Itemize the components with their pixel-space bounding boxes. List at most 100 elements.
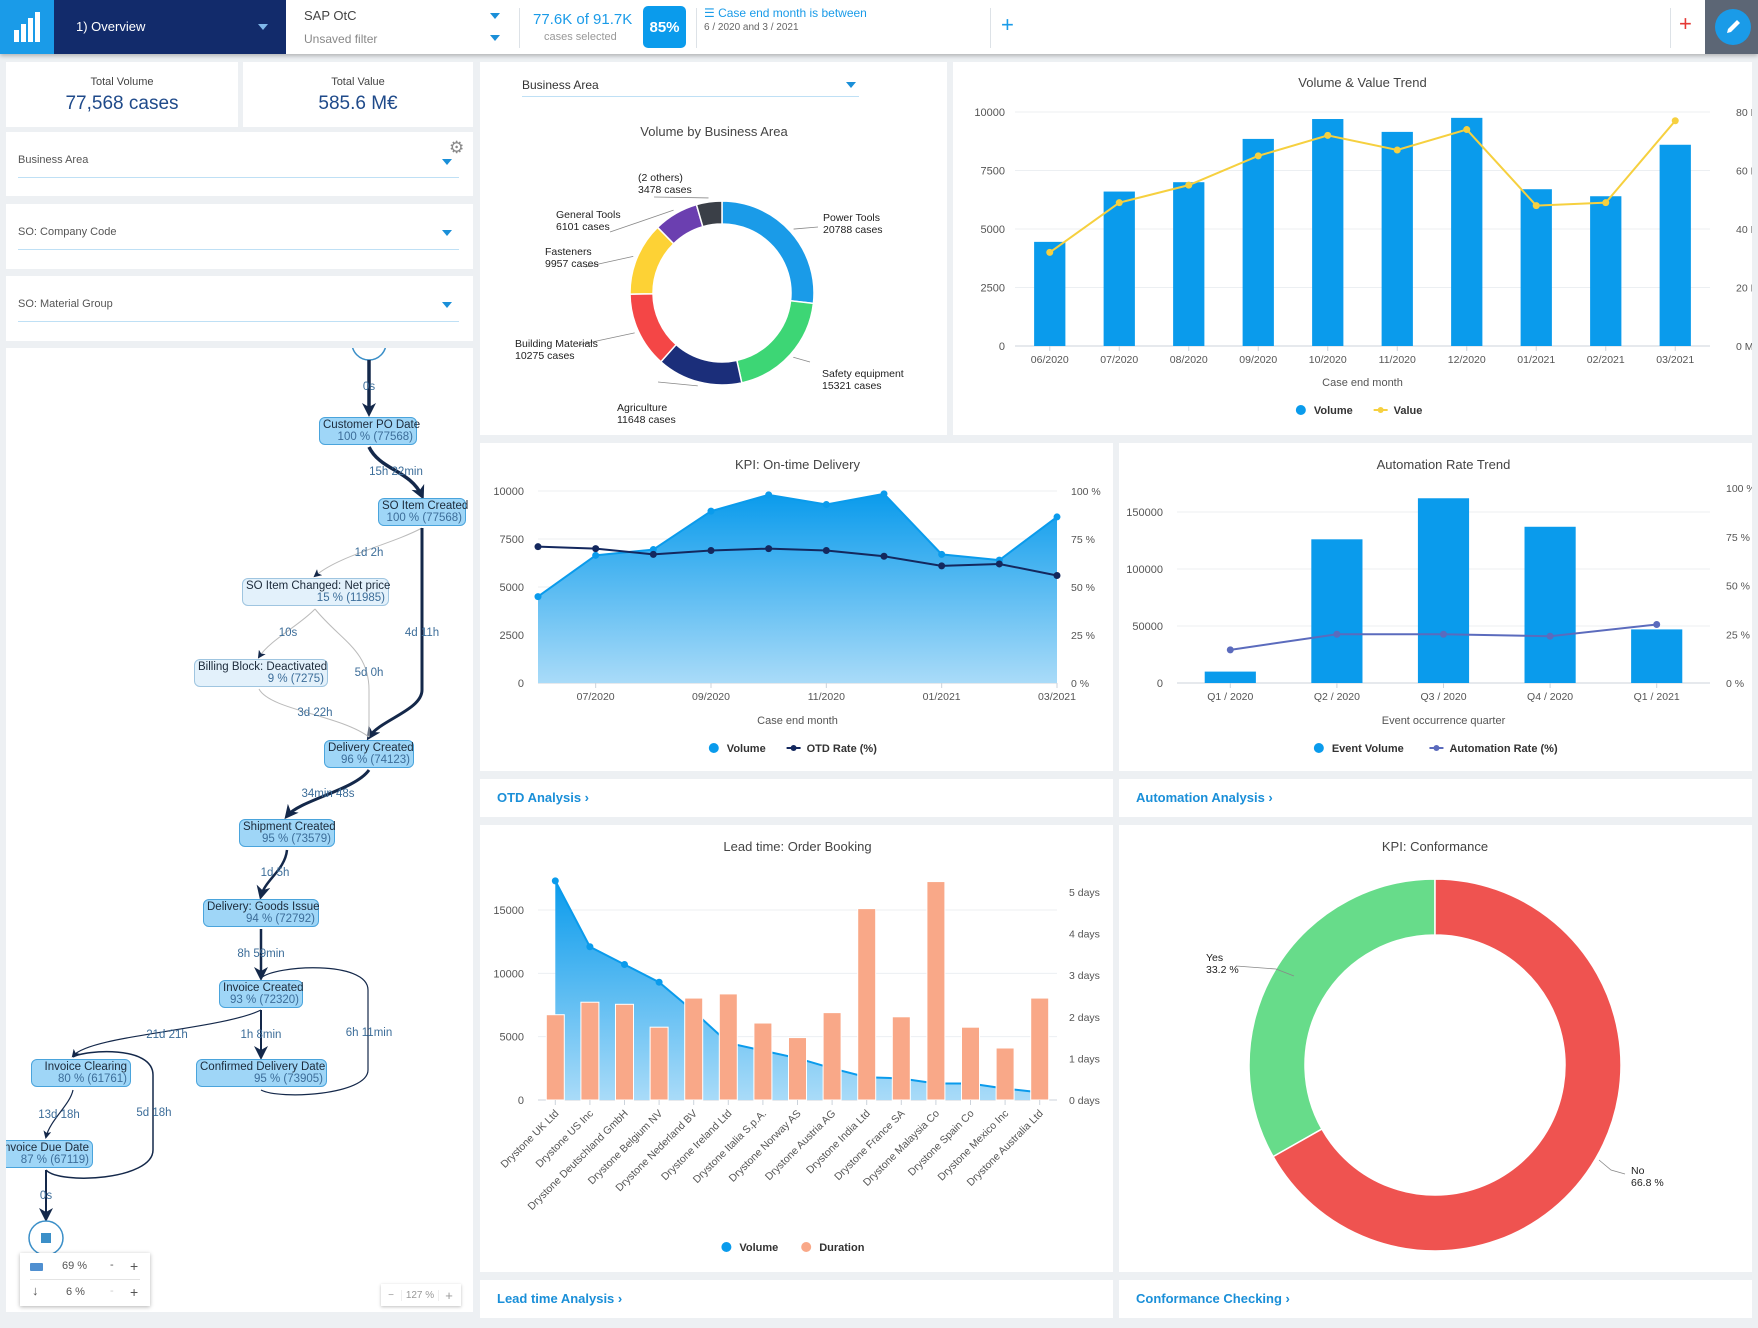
bar[interactable] bbox=[995, 1047, 1015, 1101]
bar[interactable] bbox=[822, 1012, 842, 1101]
data-point[interactable] bbox=[707, 507, 715, 515]
automation-analysis-link[interactable]: Automation Analysis › bbox=[1136, 790, 1273, 805]
bar[interactable] bbox=[615, 1003, 634, 1101]
process-node[interactable]: Invoice Clearing 80 % (61761) bbox=[31, 1059, 131, 1087]
data-point[interactable] bbox=[1115, 199, 1123, 207]
filter-material-group[interactable]: SO: Material Group bbox=[6, 276, 473, 341]
data-point[interactable] bbox=[649, 550, 657, 558]
data-point[interactable] bbox=[586, 943, 594, 951]
filter-set-selector[interactable]: Unsaved filter bbox=[304, 32, 378, 46]
business-area-dropdown[interactable]: Business Area bbox=[522, 78, 599, 92]
add-filter-button[interactable]: + bbox=[1001, 12, 1014, 37]
bar[interactable] bbox=[545, 1014, 565, 1101]
data-point[interactable] bbox=[1440, 630, 1447, 638]
donut-slice[interactable] bbox=[1272, 878, 1622, 1252]
bar[interactable] bbox=[753, 1022, 773, 1101]
edge[interactable] bbox=[260, 967, 369, 1096]
process-node[interactable]: Confirmed Delivery Date 95 % (73905) bbox=[196, 1059, 327, 1087]
legend-item[interactable]: Volume bbox=[721, 1242, 778, 1254]
data-point[interactable] bbox=[707, 547, 715, 555]
data-point[interactable] bbox=[1046, 248, 1054, 256]
data-point[interactable] bbox=[1333, 630, 1341, 638]
process-node[interactable]: SO Item Changed: Net price 15 % (11985) bbox=[242, 578, 390, 606]
bar[interactable] bbox=[926, 881, 946, 1101]
data-point[interactable] bbox=[1546, 632, 1554, 640]
process-map[interactable]: Customer PO Date 100 % (77568) SO Item Cre… bbox=[6, 348, 473, 1312]
bar[interactable] bbox=[1659, 144, 1691, 346]
data-point[interactable] bbox=[1324, 131, 1332, 139]
process-node[interactable]: Shipment Created 95 % (73579) bbox=[239, 819, 336, 847]
edge[interactable] bbox=[284, 769, 371, 820]
bar[interactable] bbox=[961, 1026, 980, 1101]
data-point[interactable] bbox=[1532, 202, 1540, 210]
bar[interactable] bbox=[1173, 182, 1205, 346]
data-model-selector[interactable]: SAP OtC bbox=[304, 8, 357, 23]
bar[interactable] bbox=[891, 1016, 911, 1101]
app-logo-icon[interactable] bbox=[0, 0, 54, 54]
data-point[interactable] bbox=[551, 877, 559, 885]
chevron-down-icon[interactable] bbox=[490, 13, 500, 19]
connections-minus-button[interactable]: - bbox=[110, 1285, 114, 1297]
data-point[interactable] bbox=[1053, 513, 1061, 521]
bar[interactable] bbox=[1242, 138, 1274, 346]
donut-slice[interactable] bbox=[629, 293, 678, 363]
edge[interactable] bbox=[71, 1009, 262, 1058]
data-point[interactable] bbox=[995, 560, 1003, 568]
edge[interactable] bbox=[257, 608, 316, 659]
bar[interactable] bbox=[1034, 241, 1066, 346]
filter-chip[interactable]: ☰ Case end month is between bbox=[704, 6, 867, 20]
data-point[interactable] bbox=[938, 550, 946, 558]
data-point[interactable] bbox=[938, 562, 946, 570]
process-node[interactable]: Invoice Created 93 % (72320) bbox=[219, 980, 304, 1008]
zoom-out-button[interactable]: − bbox=[388, 1289, 394, 1301]
process-node[interactable]: Billing Block: Deactivated 9 % (7275) bbox=[194, 659, 328, 687]
data-point[interactable] bbox=[1393, 146, 1401, 154]
process-node[interactable]: Invoice Due Date 87 % (67119) bbox=[6, 1140, 93, 1168]
bar[interactable] bbox=[684, 997, 704, 1101]
chevron-down-icon[interactable] bbox=[490, 35, 500, 41]
edit-button[interactable] bbox=[1715, 9, 1751, 45]
bar[interactable] bbox=[857, 908, 877, 1101]
legend-item[interactable]: Event Volume bbox=[1313, 743, 1404, 755]
bar[interactable] bbox=[1524, 526, 1576, 683]
data-point[interactable] bbox=[655, 978, 663, 986]
bar[interactable] bbox=[1451, 117, 1483, 346]
data-point[interactable] bbox=[880, 490, 888, 498]
bar[interactable] bbox=[1631, 629, 1683, 683]
data-point[interactable] bbox=[1185, 181, 1193, 189]
edge[interactable] bbox=[45, 1050, 154, 1179]
bar[interactable] bbox=[1030, 997, 1050, 1101]
bar[interactable] bbox=[718, 993, 738, 1101]
activities-minus-button[interactable]: - bbox=[110, 1259, 114, 1271]
data-point[interactable] bbox=[1671, 117, 1679, 125]
dashboard-selector[interactable]: 1) Overview bbox=[54, 0, 286, 54]
bar[interactable] bbox=[1381, 131, 1413, 346]
chevron-down-icon[interactable] bbox=[442, 230, 452, 236]
data-point[interactable] bbox=[765, 545, 773, 553]
data-point[interactable] bbox=[1254, 152, 1262, 160]
chevron-down-icon[interactable] bbox=[846, 82, 856, 88]
donut-slice[interactable] bbox=[695, 200, 723, 228]
legend-item[interactable]: Duration bbox=[801, 1242, 865, 1254]
bar[interactable] bbox=[788, 1037, 807, 1101]
chevron-down-icon[interactable] bbox=[442, 302, 452, 308]
data-point[interactable] bbox=[649, 546, 657, 554]
bar[interactable] bbox=[649, 1026, 669, 1101]
data-point[interactable] bbox=[1602, 199, 1610, 207]
zoom-in-button[interactable]: + bbox=[445, 1287, 453, 1303]
edge[interactable] bbox=[314, 608, 370, 737]
edge[interactable] bbox=[366, 528, 424, 741]
data-point[interactable] bbox=[822, 500, 830, 508]
legend-item[interactable]: Volume bbox=[708, 743, 766, 755]
data-point[interactable] bbox=[1653, 621, 1661, 628]
process-node[interactable]: Delivery Created 96 % (74123) bbox=[324, 740, 414, 768]
legend-item[interactable]: Automation Rate (%) bbox=[1429, 743, 1558, 755]
start-node-icon[interactable] bbox=[351, 348, 387, 361]
edge[interactable] bbox=[256, 849, 289, 900]
legend-item[interactable]: Volume bbox=[1295, 405, 1353, 417]
bar[interactable] bbox=[1417, 498, 1470, 683]
otd-analysis-link[interactable]: OTD Analysis › bbox=[497, 790, 589, 805]
data-point[interactable] bbox=[822, 547, 830, 555]
conformance-checking-link[interactable]: Conformance Checking › bbox=[1136, 1291, 1290, 1306]
data-point[interactable] bbox=[1463, 126, 1471, 134]
